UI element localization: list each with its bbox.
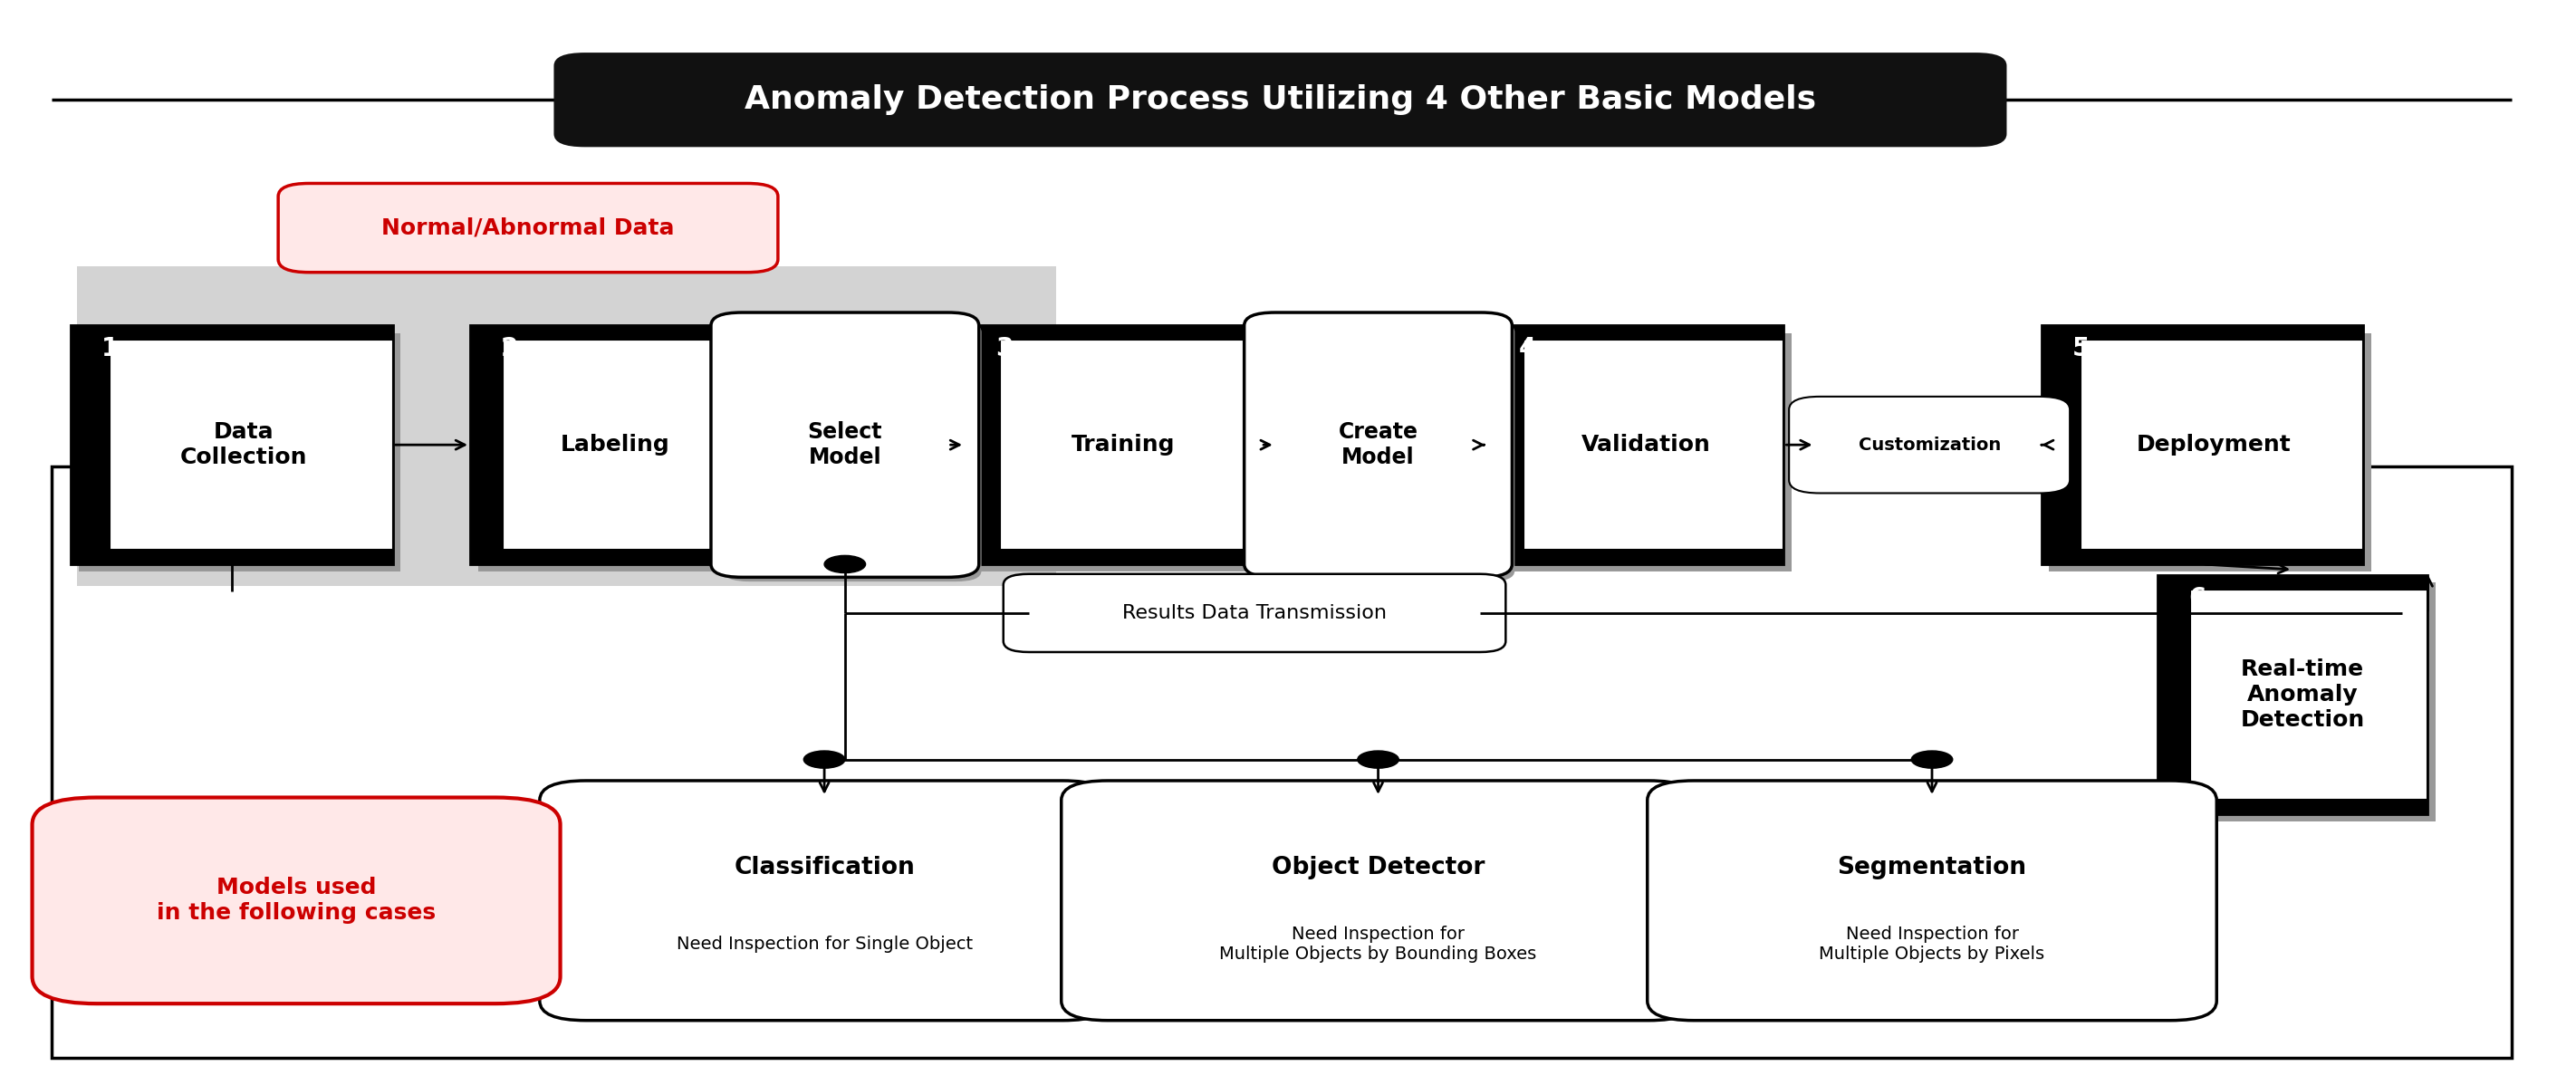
FancyBboxPatch shape xyxy=(1494,333,1793,572)
FancyBboxPatch shape xyxy=(278,183,778,272)
FancyBboxPatch shape xyxy=(2190,589,2427,800)
Text: 4: 4 xyxy=(1520,336,1535,361)
FancyBboxPatch shape xyxy=(108,340,392,550)
Text: Need Inspection for
Multiple Objects by Pixels: Need Inspection for Multiple Objects by … xyxy=(1819,926,2045,962)
FancyBboxPatch shape xyxy=(2164,583,2437,821)
FancyBboxPatch shape xyxy=(963,326,1262,564)
Text: Data
Collection: Data Collection xyxy=(180,421,307,469)
FancyBboxPatch shape xyxy=(33,797,562,1004)
FancyBboxPatch shape xyxy=(971,333,1270,572)
FancyBboxPatch shape xyxy=(1649,781,2215,1020)
FancyBboxPatch shape xyxy=(1002,574,1504,652)
FancyBboxPatch shape xyxy=(469,326,742,564)
FancyBboxPatch shape xyxy=(541,781,1108,1020)
FancyBboxPatch shape xyxy=(70,326,392,564)
FancyBboxPatch shape xyxy=(502,340,742,550)
Text: Models used
in the following cases: Models used in the following cases xyxy=(157,877,435,924)
FancyBboxPatch shape xyxy=(52,467,2512,1058)
FancyBboxPatch shape xyxy=(999,340,1262,550)
FancyBboxPatch shape xyxy=(2081,340,2365,550)
FancyBboxPatch shape xyxy=(1489,326,1783,564)
FancyBboxPatch shape xyxy=(2159,575,2427,814)
Text: Real-time
Anomaly
Detection: Real-time Anomaly Detection xyxy=(2241,659,2365,730)
FancyBboxPatch shape xyxy=(77,266,1056,586)
FancyBboxPatch shape xyxy=(1257,321,1515,582)
Text: Anomaly Detection Process Utilizing 4 Other Basic Models: Anomaly Detection Process Utilizing 4 Ot… xyxy=(744,85,1816,115)
Circle shape xyxy=(804,751,845,768)
Text: Normal/Abnormal Data: Normal/Abnormal Data xyxy=(381,217,675,239)
FancyBboxPatch shape xyxy=(711,312,979,577)
FancyBboxPatch shape xyxy=(1244,312,1512,577)
FancyBboxPatch shape xyxy=(724,321,981,582)
Circle shape xyxy=(824,556,866,573)
Text: Results Data Transmission: Results Data Transmission xyxy=(1123,604,1386,622)
FancyBboxPatch shape xyxy=(1522,340,1785,550)
FancyBboxPatch shape xyxy=(554,52,2007,146)
Text: 1: 1 xyxy=(100,336,118,361)
Circle shape xyxy=(1358,751,1399,768)
Text: Labeling: Labeling xyxy=(562,434,670,456)
Text: 2: 2 xyxy=(500,336,518,361)
Text: Classification: Classification xyxy=(734,856,914,880)
Text: Customization: Customization xyxy=(1857,436,2002,454)
FancyBboxPatch shape xyxy=(2050,333,2370,572)
FancyBboxPatch shape xyxy=(479,333,747,572)
FancyBboxPatch shape xyxy=(77,333,402,572)
FancyBboxPatch shape xyxy=(2040,326,2365,564)
Text: Object Detector: Object Detector xyxy=(1273,856,1484,880)
FancyBboxPatch shape xyxy=(1788,397,2071,493)
Text: 6: 6 xyxy=(2190,586,2205,611)
Text: Need Inspection for
Multiple Objects by Bounding Boxes: Need Inspection for Multiple Objects by … xyxy=(1218,926,1538,962)
FancyBboxPatch shape xyxy=(1061,781,1695,1020)
Circle shape xyxy=(1911,751,1953,768)
Text: Segmentation: Segmentation xyxy=(1837,856,2027,880)
Text: Select
Model: Select Model xyxy=(806,421,884,469)
Text: Validation: Validation xyxy=(1582,434,1710,456)
Text: 3: 3 xyxy=(997,336,1012,361)
Text: Need Inspection for Single Object: Need Inspection for Single Object xyxy=(675,935,974,953)
Text: 5: 5 xyxy=(2071,336,2089,361)
Text: Create
Model: Create Model xyxy=(1340,421,1417,469)
Text: Deployment: Deployment xyxy=(2136,434,2293,456)
Text: Training: Training xyxy=(1072,434,1175,456)
